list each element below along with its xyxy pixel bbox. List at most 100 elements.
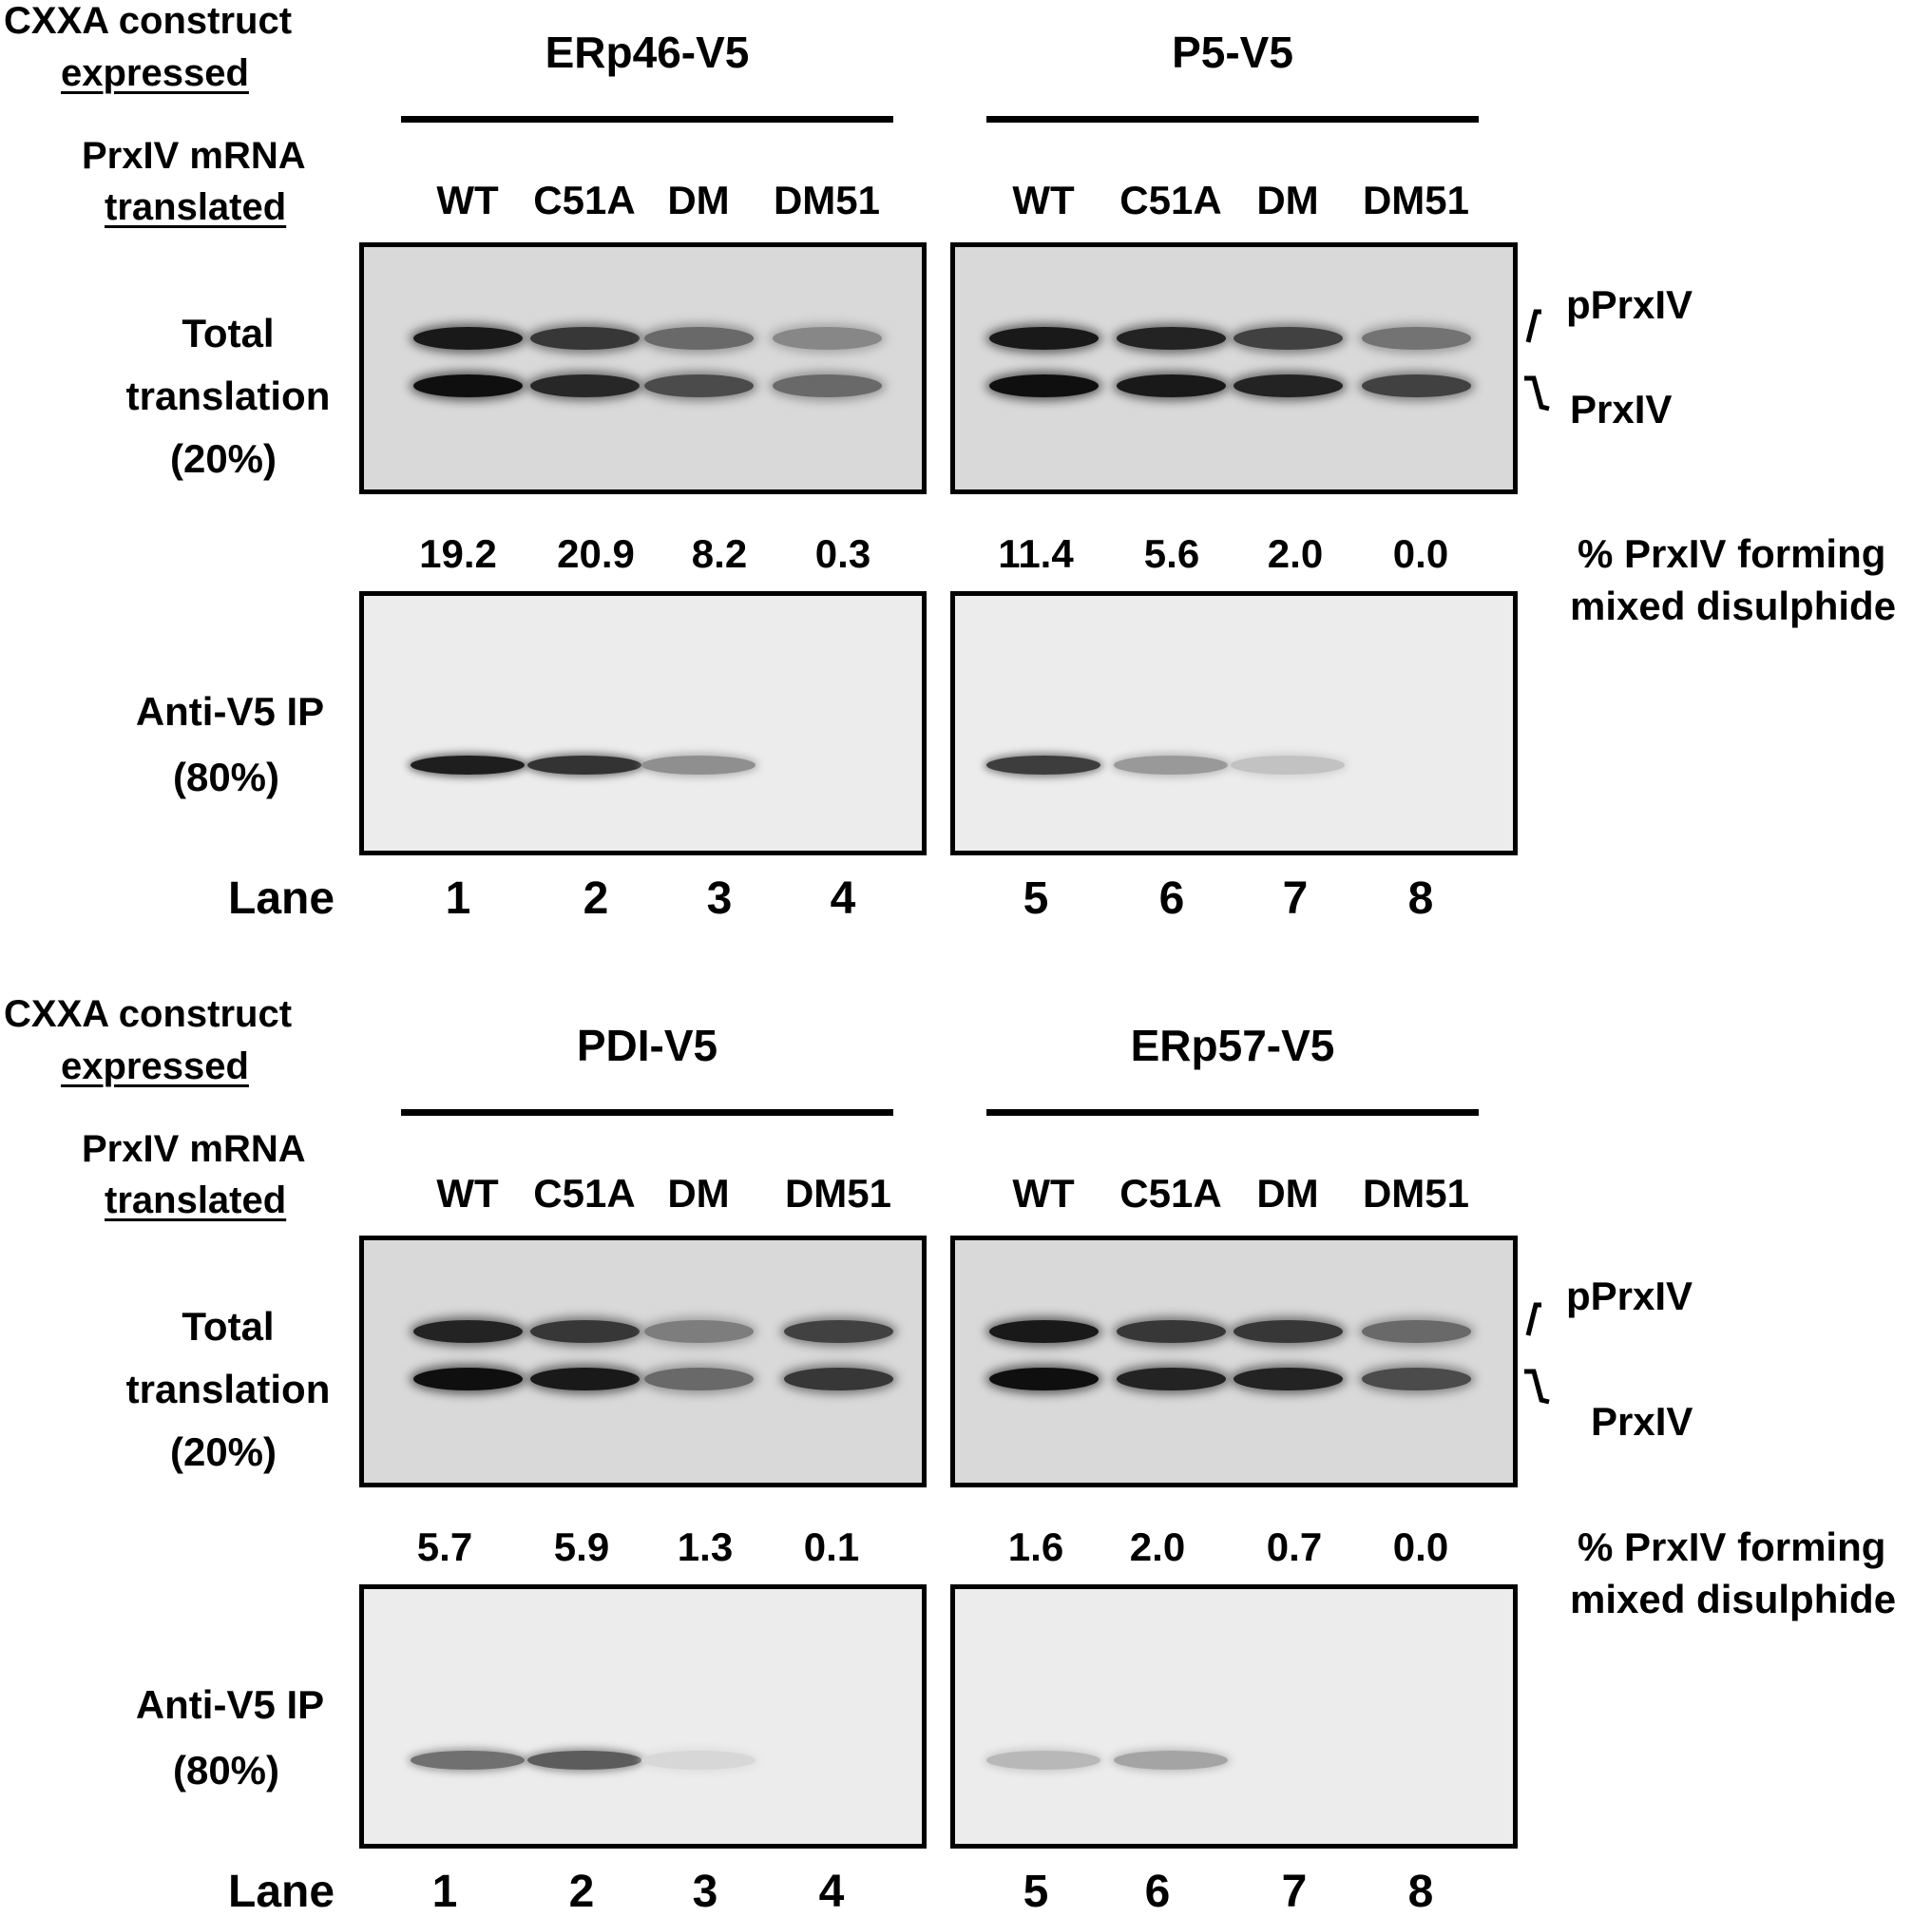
total-translation-gel (359, 1236, 927, 1487)
total-label-3: (20%) (169, 436, 277, 481)
lane-header: WT (1012, 178, 1075, 222)
lane-label: Lane (228, 1867, 335, 1917)
lane-header: C51A (533, 178, 636, 222)
ip-label-1: Anti-V5 IP (135, 689, 325, 734)
prxiv-band (772, 374, 882, 397)
construct-label-expressed: expressed (61, 1045, 249, 1087)
lane-header: WT (436, 178, 499, 222)
lane-header: DM (667, 178, 730, 222)
percent-value: 0.0 (1392, 1524, 1449, 1569)
lane-header: DM51 (1362, 178, 1470, 222)
pprxiv-band (988, 1320, 1099, 1343)
construct-name: ERp57-V5 (1130, 1021, 1335, 1070)
lane-header: DM51 (773, 178, 881, 222)
prxiv-band (988, 374, 1099, 397)
prxiv-band (1233, 1368, 1343, 1390)
lane-number: 2 (568, 1867, 595, 1917)
band-label-pprxiv: pPrxIV (1566, 1274, 1693, 1318)
construct-name: P5-V5 (1172, 28, 1293, 77)
prxiv-band (412, 374, 523, 397)
lane-header: DM (1256, 1171, 1319, 1216)
pprxiv-band (643, 327, 754, 350)
band-bracket-icon (1524, 309, 1550, 412)
percent-value: 2.0 (1267, 531, 1324, 576)
total-translation-gel (950, 1236, 1518, 1487)
prxiv-band (529, 374, 640, 397)
band-bracket-icon (1524, 1302, 1550, 1405)
lane-number: 7 (1281, 1867, 1308, 1917)
lane-header: WT (436, 1171, 499, 1216)
lane-number: 1 (445, 873, 471, 924)
percent-caption-1: % PrxIV forming (1578, 1524, 1886, 1569)
ip-band (641, 756, 756, 775)
anti-v5-ip-gel (950, 591, 1518, 855)
lane-header: DM (1256, 178, 1319, 222)
ip-band (641, 1751, 756, 1770)
lane-header: DM51 (784, 1171, 892, 1216)
pprxiv-band (1233, 327, 1343, 350)
lane-header: WT (1012, 1171, 1075, 1216)
lane-number: 6 (1158, 873, 1185, 924)
ip-band (1231, 756, 1345, 775)
construct-label-expressed: expressed (61, 52, 249, 94)
band-label-prxiv: PrxIV (1570, 387, 1673, 431)
construct-rule (401, 116, 893, 123)
ip-band (986, 756, 1100, 775)
percent-value: 1.6 (1007, 1524, 1064, 1569)
mrna-label-translated: translated (105, 186, 287, 228)
prxiv-band (643, 374, 754, 397)
pprxiv-band (643, 1320, 754, 1343)
mrna-label: PrxIV mRNA (82, 135, 306, 177)
pprxiv-band (529, 327, 640, 350)
percent-caption-2: mixed disulphide (1570, 1577, 1897, 1621)
lane-header: DM51 (1362, 1171, 1470, 1216)
pprxiv-band (1361, 1320, 1471, 1343)
pprxiv-band (783, 1320, 893, 1343)
percent-value: 0.3 (814, 531, 871, 576)
band-label-pprxiv: pPrxIV (1566, 282, 1693, 327)
lane-label: Lane (228, 873, 335, 924)
lane-number: 4 (830, 873, 856, 924)
percent-value: 0.0 (1392, 531, 1449, 576)
prxiv-band (783, 1368, 893, 1390)
band-label-prxiv: PrxIV (1591, 1399, 1693, 1444)
lane-header: C51A (1119, 178, 1222, 222)
prxiv-band (529, 1368, 640, 1390)
percent-value: 1.3 (677, 1524, 734, 1569)
total-label-2: translation (125, 1367, 331, 1411)
pprxiv-band (772, 327, 882, 350)
mrna-label: PrxIV mRNA (82, 1128, 306, 1170)
prxiv-band (1116, 1368, 1226, 1390)
percent-value: 11.4 (998, 531, 1074, 576)
anti-v5-ip-gel (359, 1584, 927, 1849)
ip-band (411, 756, 525, 775)
ip-band (527, 756, 641, 775)
prxiv-band (1361, 374, 1471, 397)
anti-v5-ip-gel (359, 591, 927, 855)
percent-caption-2: mixed disulphide (1570, 584, 1897, 628)
total-translation-gel (950, 242, 1518, 494)
construct-label: CXXA construct (4, 993, 293, 1035)
ip-band (527, 1751, 641, 1770)
ip-band (411, 1751, 525, 1770)
lane-number: 7 (1282, 873, 1309, 924)
pprxiv-band (529, 1320, 640, 1343)
lane-number: 6 (1144, 1867, 1171, 1917)
ip-label-2: (80%) (172, 1748, 280, 1792)
percent-value: 5.6 (1143, 531, 1200, 576)
prxiv-band (988, 1368, 1099, 1390)
pprxiv-band (412, 1320, 523, 1343)
construct-label: CXXA construct (4, 0, 293, 42)
lane-number: 3 (692, 1867, 718, 1917)
total-translation-gel (359, 242, 927, 494)
construct-rule (986, 1109, 1479, 1116)
lane-number: 8 (1407, 873, 1434, 924)
pprxiv-band (1116, 1320, 1226, 1343)
total-label-1: Total (182, 1304, 275, 1349)
prxiv-band (1361, 1368, 1471, 1390)
mrna-label-translated: translated (105, 1179, 287, 1221)
lane-number: 2 (583, 873, 609, 924)
total-label-2: translation (125, 374, 331, 418)
lane-number: 5 (1023, 1867, 1049, 1917)
percent-value: 8.2 (691, 531, 748, 576)
